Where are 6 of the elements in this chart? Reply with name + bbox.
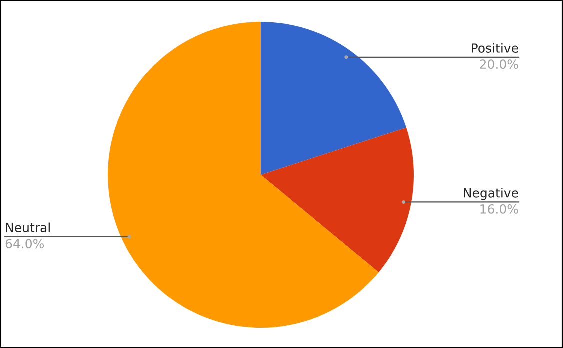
slice-label: Neutral xyxy=(6,222,50,232)
data-label: 64.0% xyxy=(6,239,44,249)
slice-label: Negative xyxy=(464,188,518,200)
slice-label: Positive xyxy=(472,43,518,53)
data-label: 16.0% xyxy=(480,204,518,214)
data-label: 20.0% xyxy=(480,60,518,70)
